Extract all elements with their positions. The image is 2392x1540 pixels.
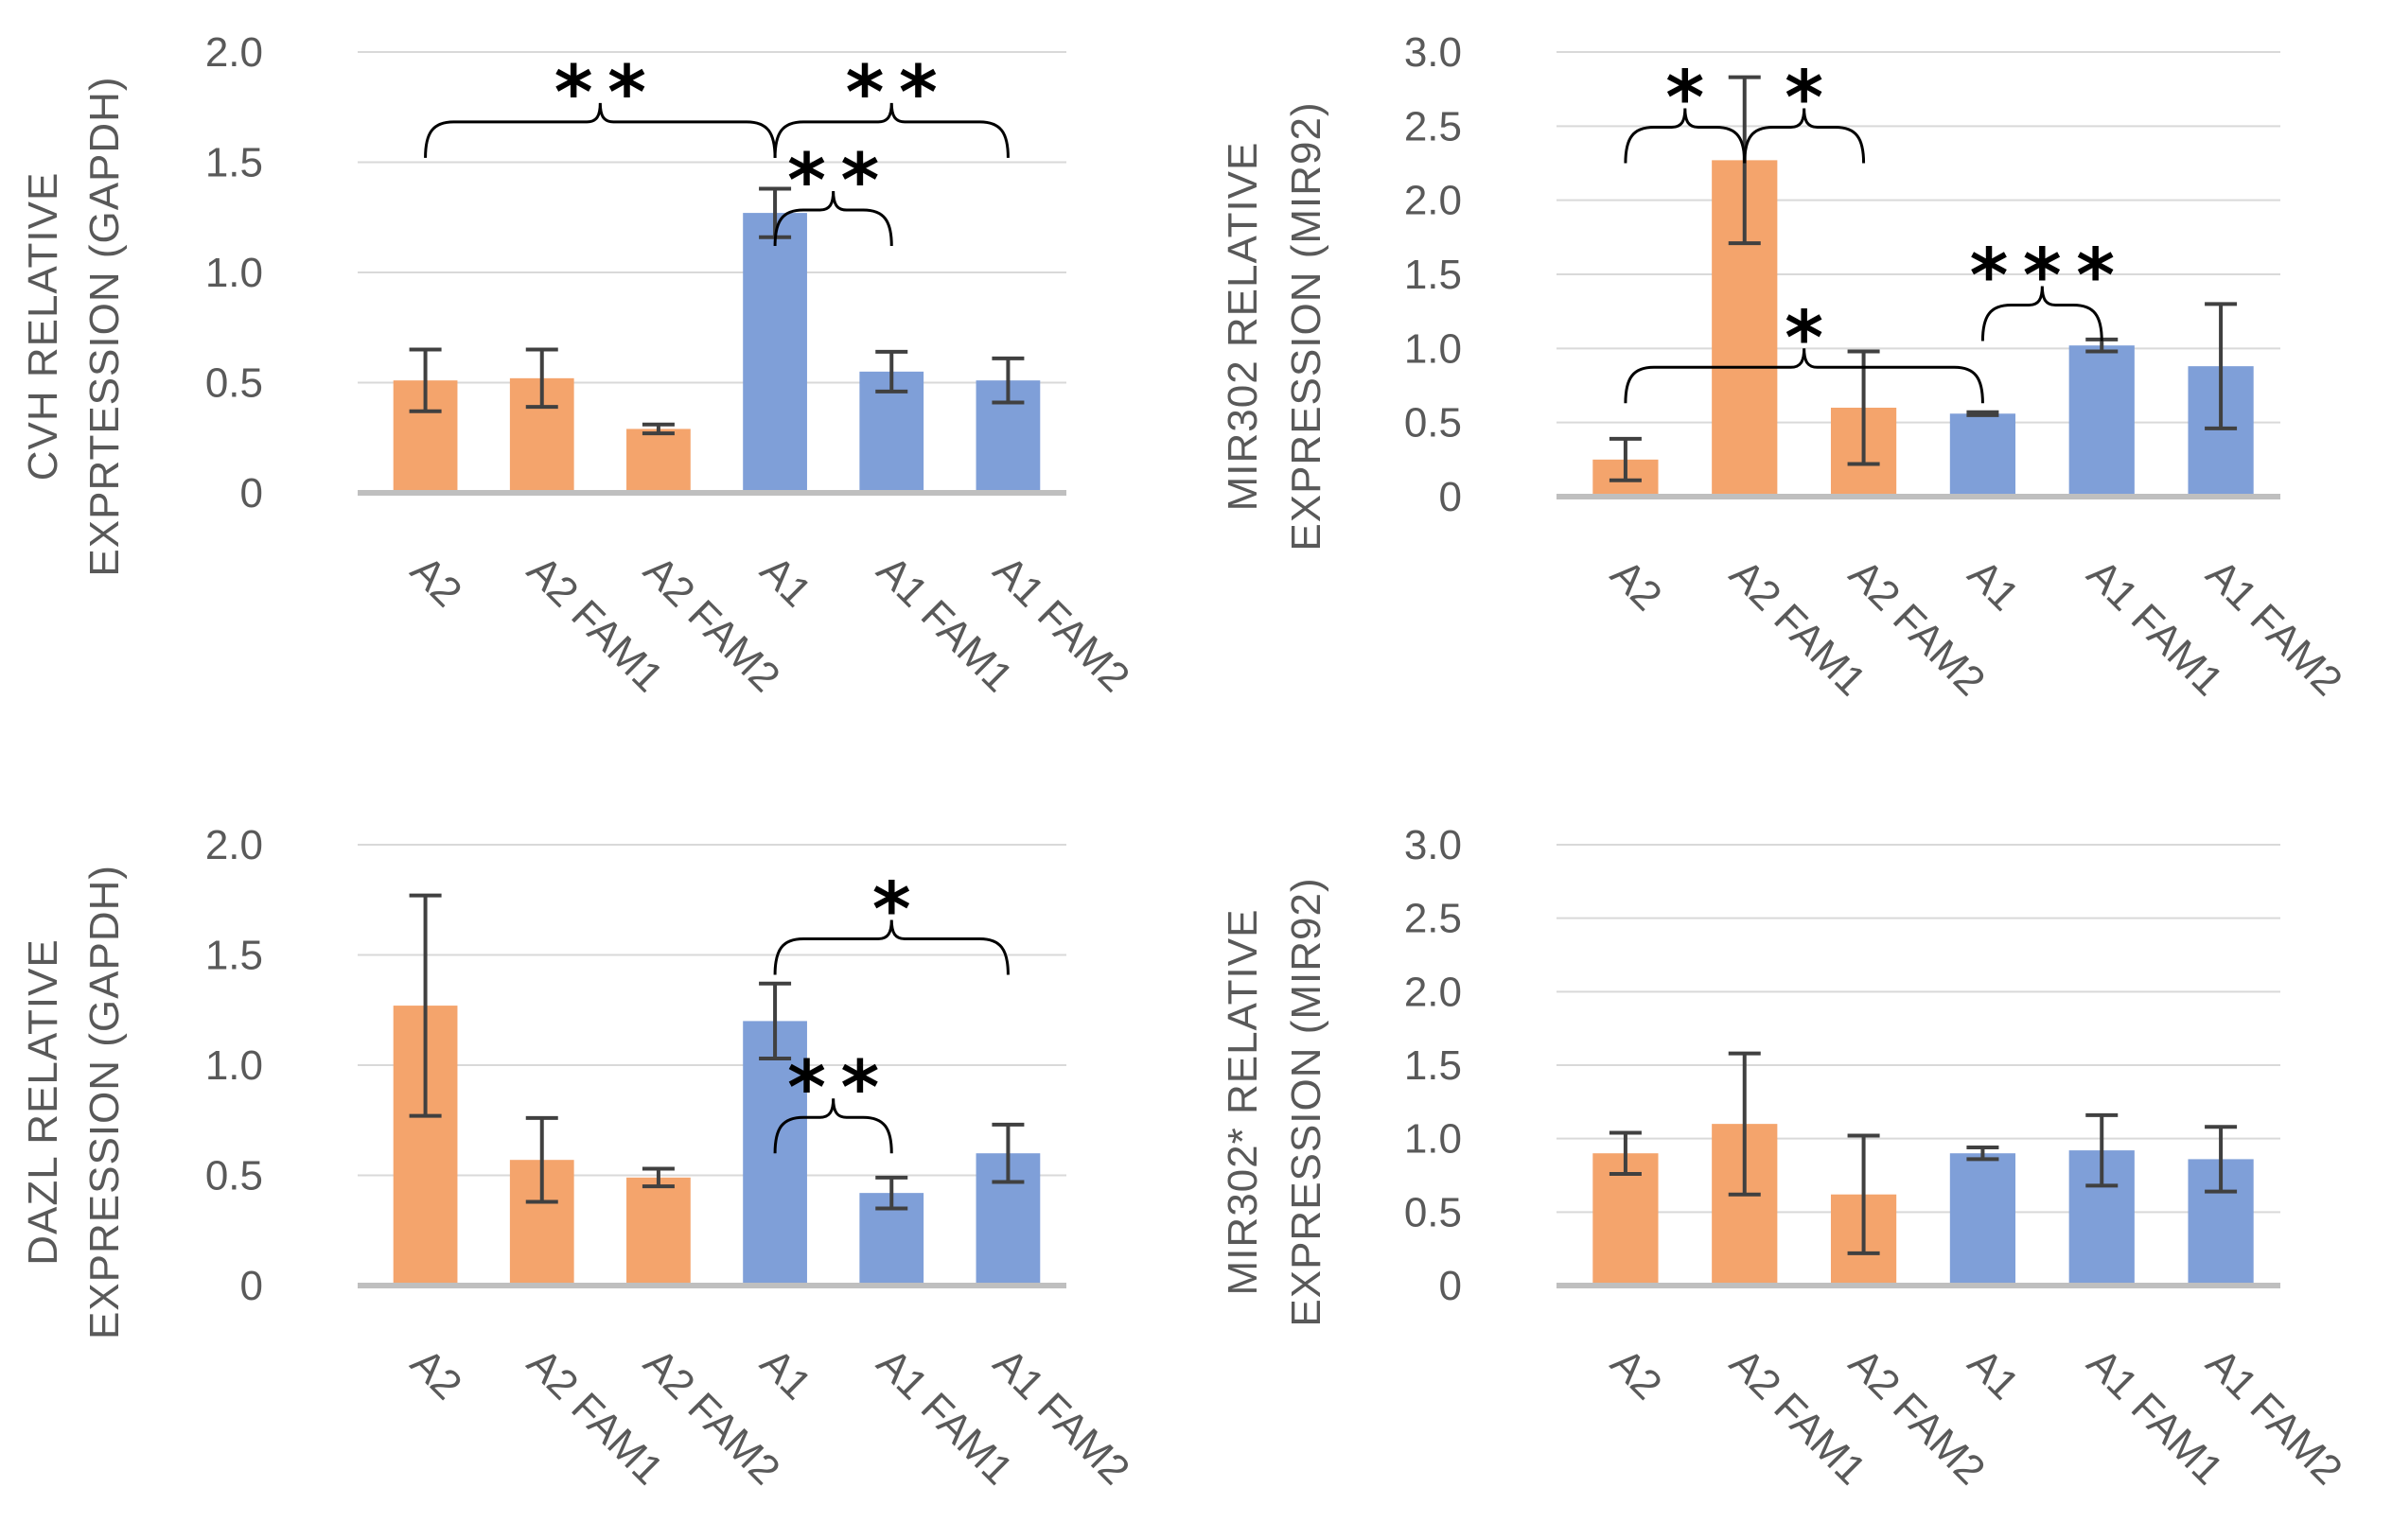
error-bar [1966,1145,1999,1162]
y-tick-label: 0.5 [1404,400,1462,446]
error-bar [2205,1125,2238,1194]
y-axis-label-line: CVH RELATIVE [20,172,66,481]
significance-label: * * [787,1046,879,1131]
y-tick-label: 2.0 [1404,969,1462,1015]
y-tick-label: 2.0 [1404,178,1462,224]
x-tick-label: A2 [1602,1339,1671,1409]
significance-label: * * * [1970,235,2116,320]
significance-brace [1980,286,2103,341]
x-tick-label: A1 [751,1339,820,1409]
error-bar [992,356,1025,405]
significance-brace [424,102,777,158]
error-bar [1966,410,1999,417]
significance-label: * [872,867,911,953]
y-tick-label: 2.5 [1404,896,1462,942]
y-axis-label-line: MIR302* RELATIVE [1220,909,1266,1296]
bar-a1-fam1 [2068,345,2135,497]
error-bar [409,893,442,1118]
y-axis-label-line: EXPRTESSION (GAPDH) [81,76,128,576]
y-tick-label: 1.5 [1404,252,1462,298]
x-tick-label: A2 [402,547,471,616]
y-tick-label: 0 [1439,1263,1462,1309]
bar-a2-fam2 [626,1177,691,1286]
y-tick-label: 2.0 [205,822,263,868]
error-bar [409,347,442,413]
significance-brace [773,1098,893,1154]
y-axis-label-line: DAZL RELATIVE [20,938,66,1266]
error-bar [1609,436,1642,482]
y-axis-label-line: EXPRESSION (MIR92) [1283,101,1329,551]
error-bar [642,1166,675,1189]
x-tick-label: A1 [1959,1339,2028,1409]
significance-label: * * [787,139,879,224]
y-tick-label: 2.5 [1404,103,1462,149]
error-bar [642,422,675,436]
y-tick-label: 0.5 [205,1153,263,1199]
significance-label: * * [554,51,646,136]
significance-label: * [1665,57,1704,142]
y-tick-label: 1.5 [205,933,263,979]
error-bar [992,1122,1025,1184]
significance-brace [1624,108,1747,164]
y-tick-label: 1.0 [205,1042,263,1089]
chart-mir302star: 0 0.5 1.0 1.5 2.0 2.5 3.0 MIR302* RELATIVE EXPRE… [1220,822,2351,1494]
error-bar [525,347,558,410]
significance-label: * * [846,51,938,136]
error-bar [1847,1133,1880,1255]
y-tick-label: 0 [240,1263,263,1309]
y-tick-label: 0.5 [1404,1189,1462,1235]
y-axis-label-line: MIR302 RELATIVE [1220,142,1266,512]
chart-dazl: 0 0.5 1.0 1.5 2.0 DAZL RELATIVE EXPRESSION (GA… [20,822,1138,1494]
chart-cvh: 0 0.5 1.0 1.5 2.0 CVH RELATIVE EXPRTESSION (GA… [20,29,1138,701]
significance-label: * [1785,57,1823,142]
significance-brace [773,919,1010,975]
y-tick-label: 3.0 [1404,822,1462,868]
x-tick-label: A1 [1959,551,2028,620]
bar-a1 [1949,1153,2016,1286]
x-tick-label: A2 [1602,551,1671,620]
x-tick-label: A1 [751,547,820,616]
error-bar [759,981,792,1061]
error-bar [1609,1130,1642,1176]
y-tick-label: 1.0 [1404,325,1462,372]
error-bar [1728,1051,1761,1197]
error-bar [525,1115,558,1204]
y-tick-label: 0.5 [205,360,263,407]
error-bar [875,349,908,394]
bar-a1 [1949,413,2016,497]
significance-brace [1743,108,1866,164]
y-tick-label: 2.0 [205,29,263,76]
y-tick-label: 1.0 [1404,1116,1462,1163]
x-tick-label: A2 [402,1339,471,1409]
bar-a2-fam2 [626,429,691,493]
significance-brace [773,191,893,247]
significance-brace [773,102,1010,158]
bar-a1 [743,213,807,493]
significance-label: * [1785,296,1823,381]
error-bar [1847,349,1880,466]
error-bar [2085,1112,2119,1188]
error-bar [2205,302,2238,430]
y-tick-label: 1.0 [205,250,263,296]
y-tick-label: 3.0 [1404,29,1462,76]
y-tick-label: 0 [1439,474,1462,520]
y-axis-label-line: EXPRESSION (MIR92) [1283,877,1329,1326]
y-tick-label: 0 [240,470,263,516]
error-bar [875,1175,908,1211]
y-tick-label: 1.5 [1404,1042,1462,1089]
significance-brace [1624,348,1984,404]
y-axis-label-line: EXPRESSION (GAPDH) [81,865,128,1339]
y-tick-label: 1.5 [205,140,263,186]
chart-mir302: 0 0.5 1.0 1.5 2.0 2.5 3.0 MIR302 RELATIVE EXPRES… [1220,29,2351,705]
